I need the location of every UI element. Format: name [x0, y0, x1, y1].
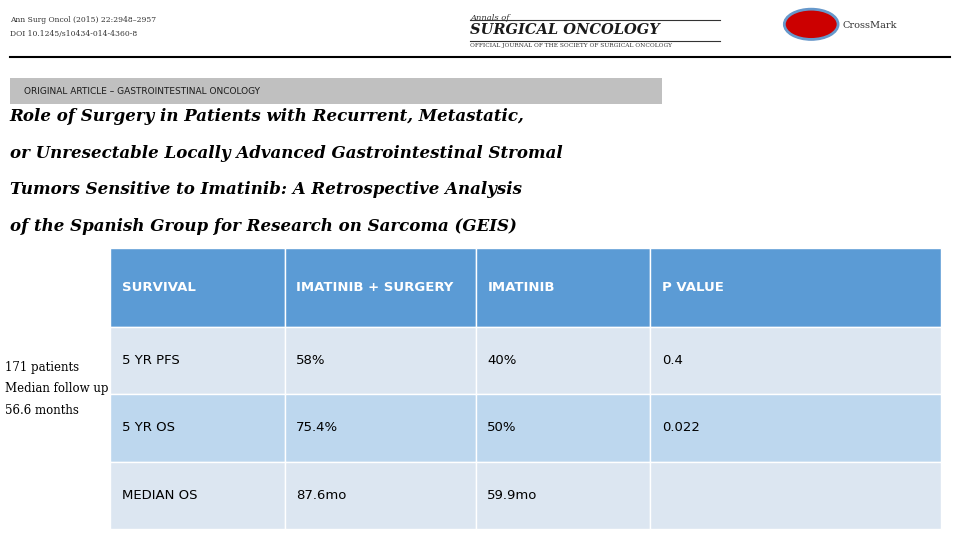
- Text: 59.9mo: 59.9mo: [488, 489, 538, 502]
- Text: Annals of: Annals of: [470, 14, 510, 22]
- FancyBboxPatch shape: [110, 394, 285, 462]
- FancyBboxPatch shape: [476, 248, 650, 327]
- Text: 40%: 40%: [488, 354, 516, 367]
- Text: OFFICIAL JOURNAL OF THE SOCIETY OF SURGICAL ONCOLOGY: OFFICIAL JOURNAL OF THE SOCIETY OF SURGI…: [470, 43, 672, 48]
- FancyBboxPatch shape: [285, 394, 476, 462]
- FancyBboxPatch shape: [110, 327, 285, 394]
- Text: 5 YR OS: 5 YR OS: [122, 421, 175, 435]
- Text: of the Spanish Group for Research on Sarcoma (GEIS): of the Spanish Group for Research on Sar…: [10, 218, 516, 235]
- Text: Tumors Sensitive to Imatinib: A Retrospective Analysis: Tumors Sensitive to Imatinib: A Retrospe…: [10, 181, 521, 198]
- Text: Median follow up: Median follow up: [5, 382, 108, 395]
- Text: 0.022: 0.022: [661, 421, 700, 435]
- FancyBboxPatch shape: [285, 248, 476, 327]
- FancyBboxPatch shape: [10, 78, 662, 104]
- Text: 171 patients: 171 patients: [5, 361, 79, 374]
- Text: 56.6 months: 56.6 months: [5, 404, 79, 417]
- Text: 58%: 58%: [297, 354, 325, 367]
- FancyBboxPatch shape: [476, 327, 650, 394]
- FancyBboxPatch shape: [476, 394, 650, 462]
- Circle shape: [784, 9, 838, 39]
- Text: 87.6mo: 87.6mo: [297, 489, 347, 502]
- Text: Role of Surgery in Patients with Recurrent, Metastatic,: Role of Surgery in Patients with Recurre…: [10, 108, 524, 125]
- Text: MEDIAN OS: MEDIAN OS: [122, 489, 198, 502]
- Text: Ann Surg Oncol (2015) 22:2948–2957: Ann Surg Oncol (2015) 22:2948–2957: [10, 16, 156, 24]
- FancyBboxPatch shape: [476, 462, 650, 529]
- Text: CrossMark: CrossMark: [843, 21, 898, 30]
- Text: 5 YR PFS: 5 YR PFS: [122, 354, 180, 367]
- Text: 50%: 50%: [488, 421, 516, 435]
- FancyBboxPatch shape: [285, 462, 476, 529]
- Text: 0.4: 0.4: [661, 354, 683, 367]
- Text: IMATINIB: IMATINIB: [488, 281, 555, 294]
- FancyBboxPatch shape: [110, 248, 285, 327]
- Text: DOI 10.1245/s10434-014-4360-8: DOI 10.1245/s10434-014-4360-8: [10, 30, 137, 38]
- FancyBboxPatch shape: [650, 248, 941, 327]
- Text: SURVIVAL: SURVIVAL: [122, 281, 196, 294]
- FancyBboxPatch shape: [110, 462, 285, 529]
- Text: P VALUE: P VALUE: [661, 281, 724, 294]
- Text: IMATINIB + SURGERY: IMATINIB + SURGERY: [297, 281, 454, 294]
- Text: ORIGINAL ARTICLE – GASTROINTESTINAL ONCOLOGY: ORIGINAL ARTICLE – GASTROINTESTINAL ONCO…: [24, 87, 260, 96]
- FancyBboxPatch shape: [650, 327, 941, 394]
- FancyBboxPatch shape: [285, 327, 476, 394]
- Text: SURGICAL ONCOLOGY: SURGICAL ONCOLOGY: [470, 23, 660, 37]
- FancyBboxPatch shape: [650, 462, 941, 529]
- Text: 75.4%: 75.4%: [297, 421, 339, 435]
- FancyBboxPatch shape: [650, 394, 941, 462]
- Text: or Unresectable Locally Advanced Gastrointestinal Stromal: or Unresectable Locally Advanced Gastroi…: [10, 145, 563, 161]
